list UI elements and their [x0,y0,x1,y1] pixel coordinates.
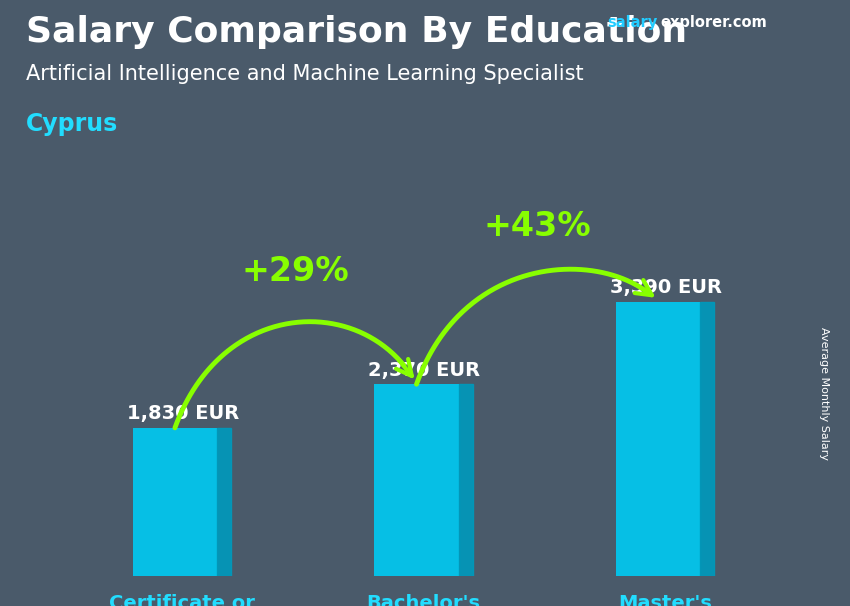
Polygon shape [218,428,231,576]
Text: Master's
Degree: Master's Degree [618,594,712,606]
Text: 3,390 EUR: 3,390 EUR [609,278,722,298]
Text: 1,830 EUR: 1,830 EUR [127,404,239,424]
Text: Artificial Intelligence and Machine Learning Specialist: Artificial Intelligence and Machine Lear… [26,64,583,84]
Text: explorer.com: explorer.com [660,15,768,30]
Text: Cyprus: Cyprus [26,112,118,136]
FancyBboxPatch shape [374,384,459,576]
Polygon shape [700,302,715,576]
Text: +43%: +43% [484,210,591,243]
Text: salary: salary [608,15,658,30]
Text: Average Monthly Salary: Average Monthly Salary [819,327,829,461]
Text: Salary Comparison By Education: Salary Comparison By Education [26,15,687,49]
Text: Certificate or
Diploma: Certificate or Diploma [109,594,255,606]
Polygon shape [459,384,473,576]
FancyBboxPatch shape [133,428,218,576]
Text: +29%: +29% [242,255,349,288]
Text: Bachelor's
Degree: Bachelor's Degree [366,594,480,606]
FancyBboxPatch shape [615,302,700,576]
Text: 2,370 EUR: 2,370 EUR [368,361,480,380]
